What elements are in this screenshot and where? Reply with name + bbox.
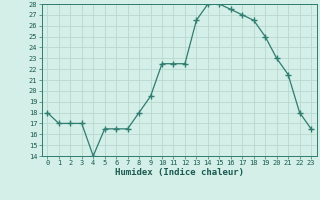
X-axis label: Humidex (Indice chaleur): Humidex (Indice chaleur) xyxy=(115,168,244,177)
